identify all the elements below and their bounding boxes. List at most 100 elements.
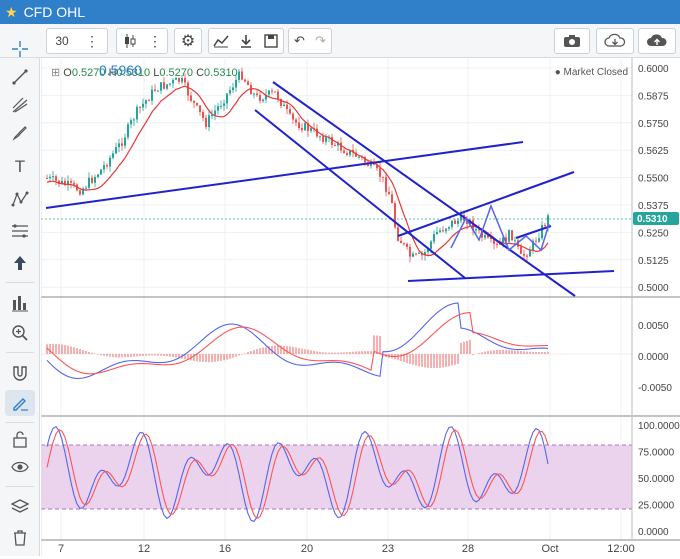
- zoom-icon[interactable]: [5, 320, 35, 346]
- candle-body: [232, 87, 234, 91]
- candle-body: [94, 177, 96, 183]
- indicator-icon[interactable]: [209, 29, 234, 53]
- cloud-download-icon[interactable]: [597, 29, 633, 53]
- interval-value[interactable]: 30: [55, 34, 69, 48]
- candle-body: [142, 103, 144, 108]
- save-icon[interactable]: [258, 29, 283, 53]
- cloud-download-button[interactable]: [596, 28, 634, 54]
- legend-toggle[interactable]: ⊞: [51, 67, 61, 79]
- candle-body: [277, 91, 279, 100]
- fib-icon[interactable]: [5, 218, 35, 244]
- brush-icon[interactable]: [5, 120, 35, 146]
- candle-body: [157, 90, 159, 92]
- candle-body: [346, 153, 348, 155]
- candle-body: [148, 100, 150, 102]
- screenshot-button[interactable]: [554, 28, 590, 54]
- candle-body: [457, 220, 459, 224]
- candles-icon[interactable]: [117, 29, 143, 53]
- trend-line: [45, 141, 524, 209]
- candle-body: [526, 255, 528, 257]
- candle-body: [325, 137, 327, 142]
- candle-body: [154, 89, 156, 91]
- candle-body: [391, 194, 393, 204]
- undo-icon[interactable]: ↶: [294, 33, 305, 48]
- star-icon[interactable]: ★: [5, 3, 18, 20]
- arrow-up-icon[interactable]: [5, 250, 35, 276]
- crosshair-icon[interactable]: [5, 36, 35, 62]
- macd-tick-label: -0.0050: [638, 383, 672, 394]
- cloud-upload-icon[interactable]: [639, 29, 675, 53]
- candle-body: [466, 220, 468, 224]
- gear-icon[interactable]: ⚙: [180, 33, 196, 50]
- candle-body: [388, 191, 390, 195]
- last-price-tag: [633, 212, 679, 225]
- candle-body: [505, 237, 507, 242]
- candle-body: [151, 89, 153, 101]
- candle-body: [448, 226, 450, 229]
- pattern-line: [450, 203, 550, 252]
- candle-body: [235, 79, 237, 88]
- trash-icon[interactable]: [5, 524, 35, 550]
- cloud-upload-button[interactable]: [638, 28, 676, 54]
- market-status: ● Market Closed: [554, 67, 628, 78]
- candle-body: [424, 252, 426, 256]
- candle-body: [304, 123, 306, 131]
- redo-icon[interactable]: ↷: [315, 33, 326, 48]
- macd-line: [46, 302, 549, 379]
- compare-icon[interactable]: [234, 29, 259, 53]
- time-tick-label: Oct: [541, 543, 558, 555]
- candle-body: [118, 143, 120, 148]
- pattern-icon[interactable]: [5, 186, 35, 212]
- candle-body: [226, 93, 228, 104]
- candle-body: [403, 243, 405, 245]
- candle-body: [229, 90, 231, 94]
- magnet-icon[interactable]: [5, 360, 35, 386]
- chart-area[interactable]: 0.6000 0.5875 0.5750 0.5625 0.5500 0.5375 0.52…: [40, 58, 680, 556]
- candle-body: [349, 149, 351, 155]
- time-tick-label: 7: [58, 543, 64, 555]
- eye-icon[interactable]: [5, 454, 35, 480]
- candle-body: [205, 117, 207, 128]
- interval-selector[interactable]: 30 ⋮: [46, 28, 108, 54]
- measure-icon[interactable]: [5, 290, 35, 316]
- pitchfork-icon[interactable]: [5, 92, 35, 118]
- candle-body: [445, 228, 447, 232]
- candle-body: [286, 104, 288, 110]
- drawing-toolbar: T: [0, 41, 40, 556]
- candle-body: [187, 82, 189, 96]
- candle-body: [211, 114, 213, 116]
- candle-body: [535, 240, 537, 242]
- candle-body: [88, 177, 90, 188]
- candle-body: [478, 229, 480, 231]
- candle-body: [220, 105, 222, 107]
- candle-body: [529, 250, 531, 257]
- time-tick-label: 12: [138, 543, 150, 555]
- high-value: 0.5310: [116, 67, 151, 79]
- chart-canvas[interactable]: 0.6000 0.5875 0.5750 0.5625 0.5500 0.5375 0.52…: [40, 58, 680, 556]
- candle-body: [514, 240, 516, 242]
- candle-body: [271, 90, 273, 92]
- candle-body: [496, 243, 498, 245]
- dots-icon[interactable]: ⋮: [148, 32, 162, 49]
- candle-body: [274, 91, 276, 93]
- last-price-label: 0.5310: [637, 214, 668, 225]
- layers-icon[interactable]: [5, 494, 35, 520]
- camera-icon[interactable]: [555, 29, 589, 53]
- candle-body: [217, 106, 219, 111]
- candle-body: [439, 230, 441, 232]
- candle-body: [532, 240, 534, 251]
- candle-body: [85, 187, 87, 189]
- moving-average-line: [46, 85, 549, 257]
- lock-icon[interactable]: [5, 426, 35, 452]
- candle-body: [145, 100, 147, 104]
- candle-body: [70, 181, 72, 183]
- text-icon[interactable]: T: [14, 157, 26, 176]
- draw-mode-icon[interactable]: [5, 390, 35, 416]
- dots-icon[interactable]: ⋮: [85, 32, 99, 49]
- line-icon[interactable]: [5, 64, 35, 90]
- candle-body: [82, 188, 84, 195]
- chart-type-selector[interactable]: ⋮: [116, 28, 168, 54]
- candle-body: [97, 174, 99, 178]
- price-tick-label: 0.5125: [638, 256, 669, 267]
- settings-button[interactable]: ⚙: [174, 28, 202, 54]
